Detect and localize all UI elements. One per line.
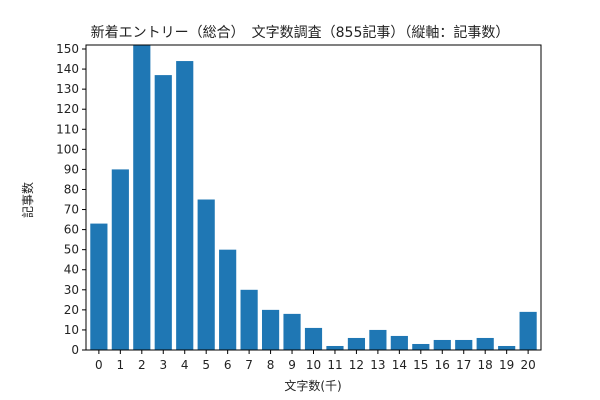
y-tick-label: 30: [64, 283, 79, 297]
x-tick-label: 1: [117, 358, 125, 372]
bar-1: [111, 169, 129, 350]
x-tick-label: 11: [327, 358, 342, 372]
bar-8: [261, 309, 280, 350]
x-tick-label: 5: [202, 358, 210, 372]
y-tick-label: 120: [56, 102, 79, 116]
x-tick-label: 3: [159, 358, 167, 372]
x-tick-label: 17: [456, 358, 471, 372]
y-tick-label: 70: [64, 203, 79, 217]
y-axis-label: 記事数: [20, 182, 35, 218]
x-tick-label: 12: [349, 358, 364, 372]
bar-11: [326, 345, 344, 350]
bar-13: [369, 329, 387, 350]
x-axis-label: 文字数(千): [284, 378, 341, 393]
bar-4: [176, 61, 194, 350]
bar-6: [219, 249, 237, 350]
x-tick-label: 10: [306, 358, 321, 372]
y-tick-label: 140: [56, 62, 79, 76]
bar-16: [433, 339, 451, 350]
bar-3: [154, 75, 172, 350]
bar-0: [90, 223, 108, 350]
x-tick-label: 13: [370, 358, 385, 372]
x-axis-ticks: 0 1 2 3 4 5 6 7 8 9 10 11 12 13 14 15 16 17 18 19 20: [95, 350, 536, 372]
y-tick-label: 130: [56, 82, 79, 96]
bar-2: [133, 45, 151, 350]
y-tick-label: 0: [71, 343, 79, 357]
bar-14: [390, 335, 408, 350]
y-axis-ticks: 0 10 20 30 40 50 60 70 80 90 100 110 120 130 140 150: [56, 42, 86, 357]
y-tick-label: 60: [64, 223, 79, 237]
bar-15: [412, 343, 430, 350]
x-tick-label: 19: [499, 358, 514, 372]
bar-9: [283, 313, 301, 350]
x-tick-label: 8: [267, 358, 275, 372]
x-tick-label: 4: [181, 358, 189, 372]
bar-7: [240, 289, 258, 350]
bar-10: [304, 327, 323, 350]
y-tick-label: 110: [56, 122, 79, 136]
y-tick-label: 150: [56, 42, 79, 56]
x-tick-label: 9: [288, 358, 296, 372]
x-tick-label: 14: [392, 358, 407, 372]
bar-18: [476, 337, 494, 350]
y-tick-label: 50: [64, 243, 79, 257]
y-tick-label: 90: [64, 162, 79, 176]
bar-12: [347, 337, 366, 350]
x-tick-label: 0: [95, 358, 103, 372]
x-tick-label: 7: [245, 358, 253, 372]
x-tick-label: 16: [435, 358, 450, 372]
y-tick-label: 20: [64, 303, 79, 317]
y-tick-label: 40: [64, 263, 79, 277]
axes-frame: [85, 44, 542, 351]
chart-title: 新着エントリー（総合） 文字数調査（855記事）（縦軸：記事数）: [91, 24, 510, 41]
plot-area: [90, 45, 537, 350]
x-tick-label: 18: [478, 358, 493, 372]
bar-20: [519, 311, 537, 350]
x-tick-label: 15: [413, 358, 428, 372]
y-tick-label: 10: [64, 323, 79, 337]
y-tick-label: 100: [56, 142, 79, 156]
x-tick-label: 2: [138, 358, 146, 372]
bar-5: [197, 199, 215, 350]
bar-19: [498, 345, 516, 350]
x-tick-label: 20: [520, 358, 535, 372]
x-tick-label: 6: [224, 358, 232, 372]
bar-17: [455, 339, 473, 350]
y-tick-label: 80: [64, 182, 79, 196]
